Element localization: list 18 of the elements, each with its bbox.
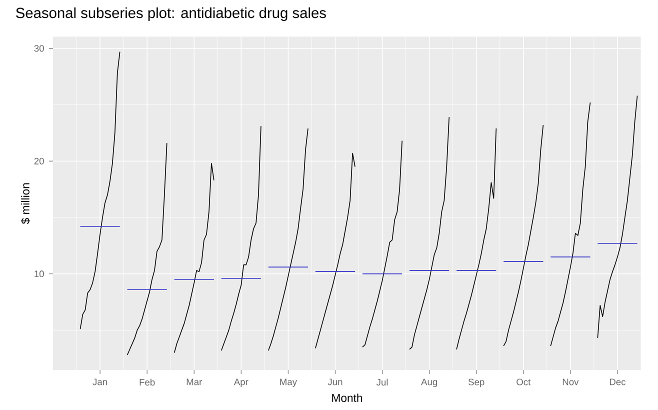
x-tick-label: Feb [140,378,155,386]
x-tick-label: Apr [234,378,248,388]
x-tick-label: May [280,378,297,388]
y-tick-label: 30 [34,45,44,52]
x-axis-title: Month [332,394,362,402]
x-tick-label: Aug [421,378,438,388]
y-tick-label: 20 [34,158,44,164]
x-tick-label: Nov [562,378,579,386]
x-tick-label: Jul [376,378,388,386]
chart-title: Seasonal subseries plot: antidiabetic drug sales [16,7,326,22]
y-axis-title: $ million [20,183,30,224]
x-tick-label: Jan [92,378,107,386]
x-tick-label: Oct [516,378,531,386]
x-tick-label: Mar [186,378,202,386]
y-tick-label: 10 [34,270,44,278]
x-tick-label: Sep [468,378,484,388]
x-tick-label: Dec [610,378,626,386]
x-tick-label: Jun [328,378,342,386]
